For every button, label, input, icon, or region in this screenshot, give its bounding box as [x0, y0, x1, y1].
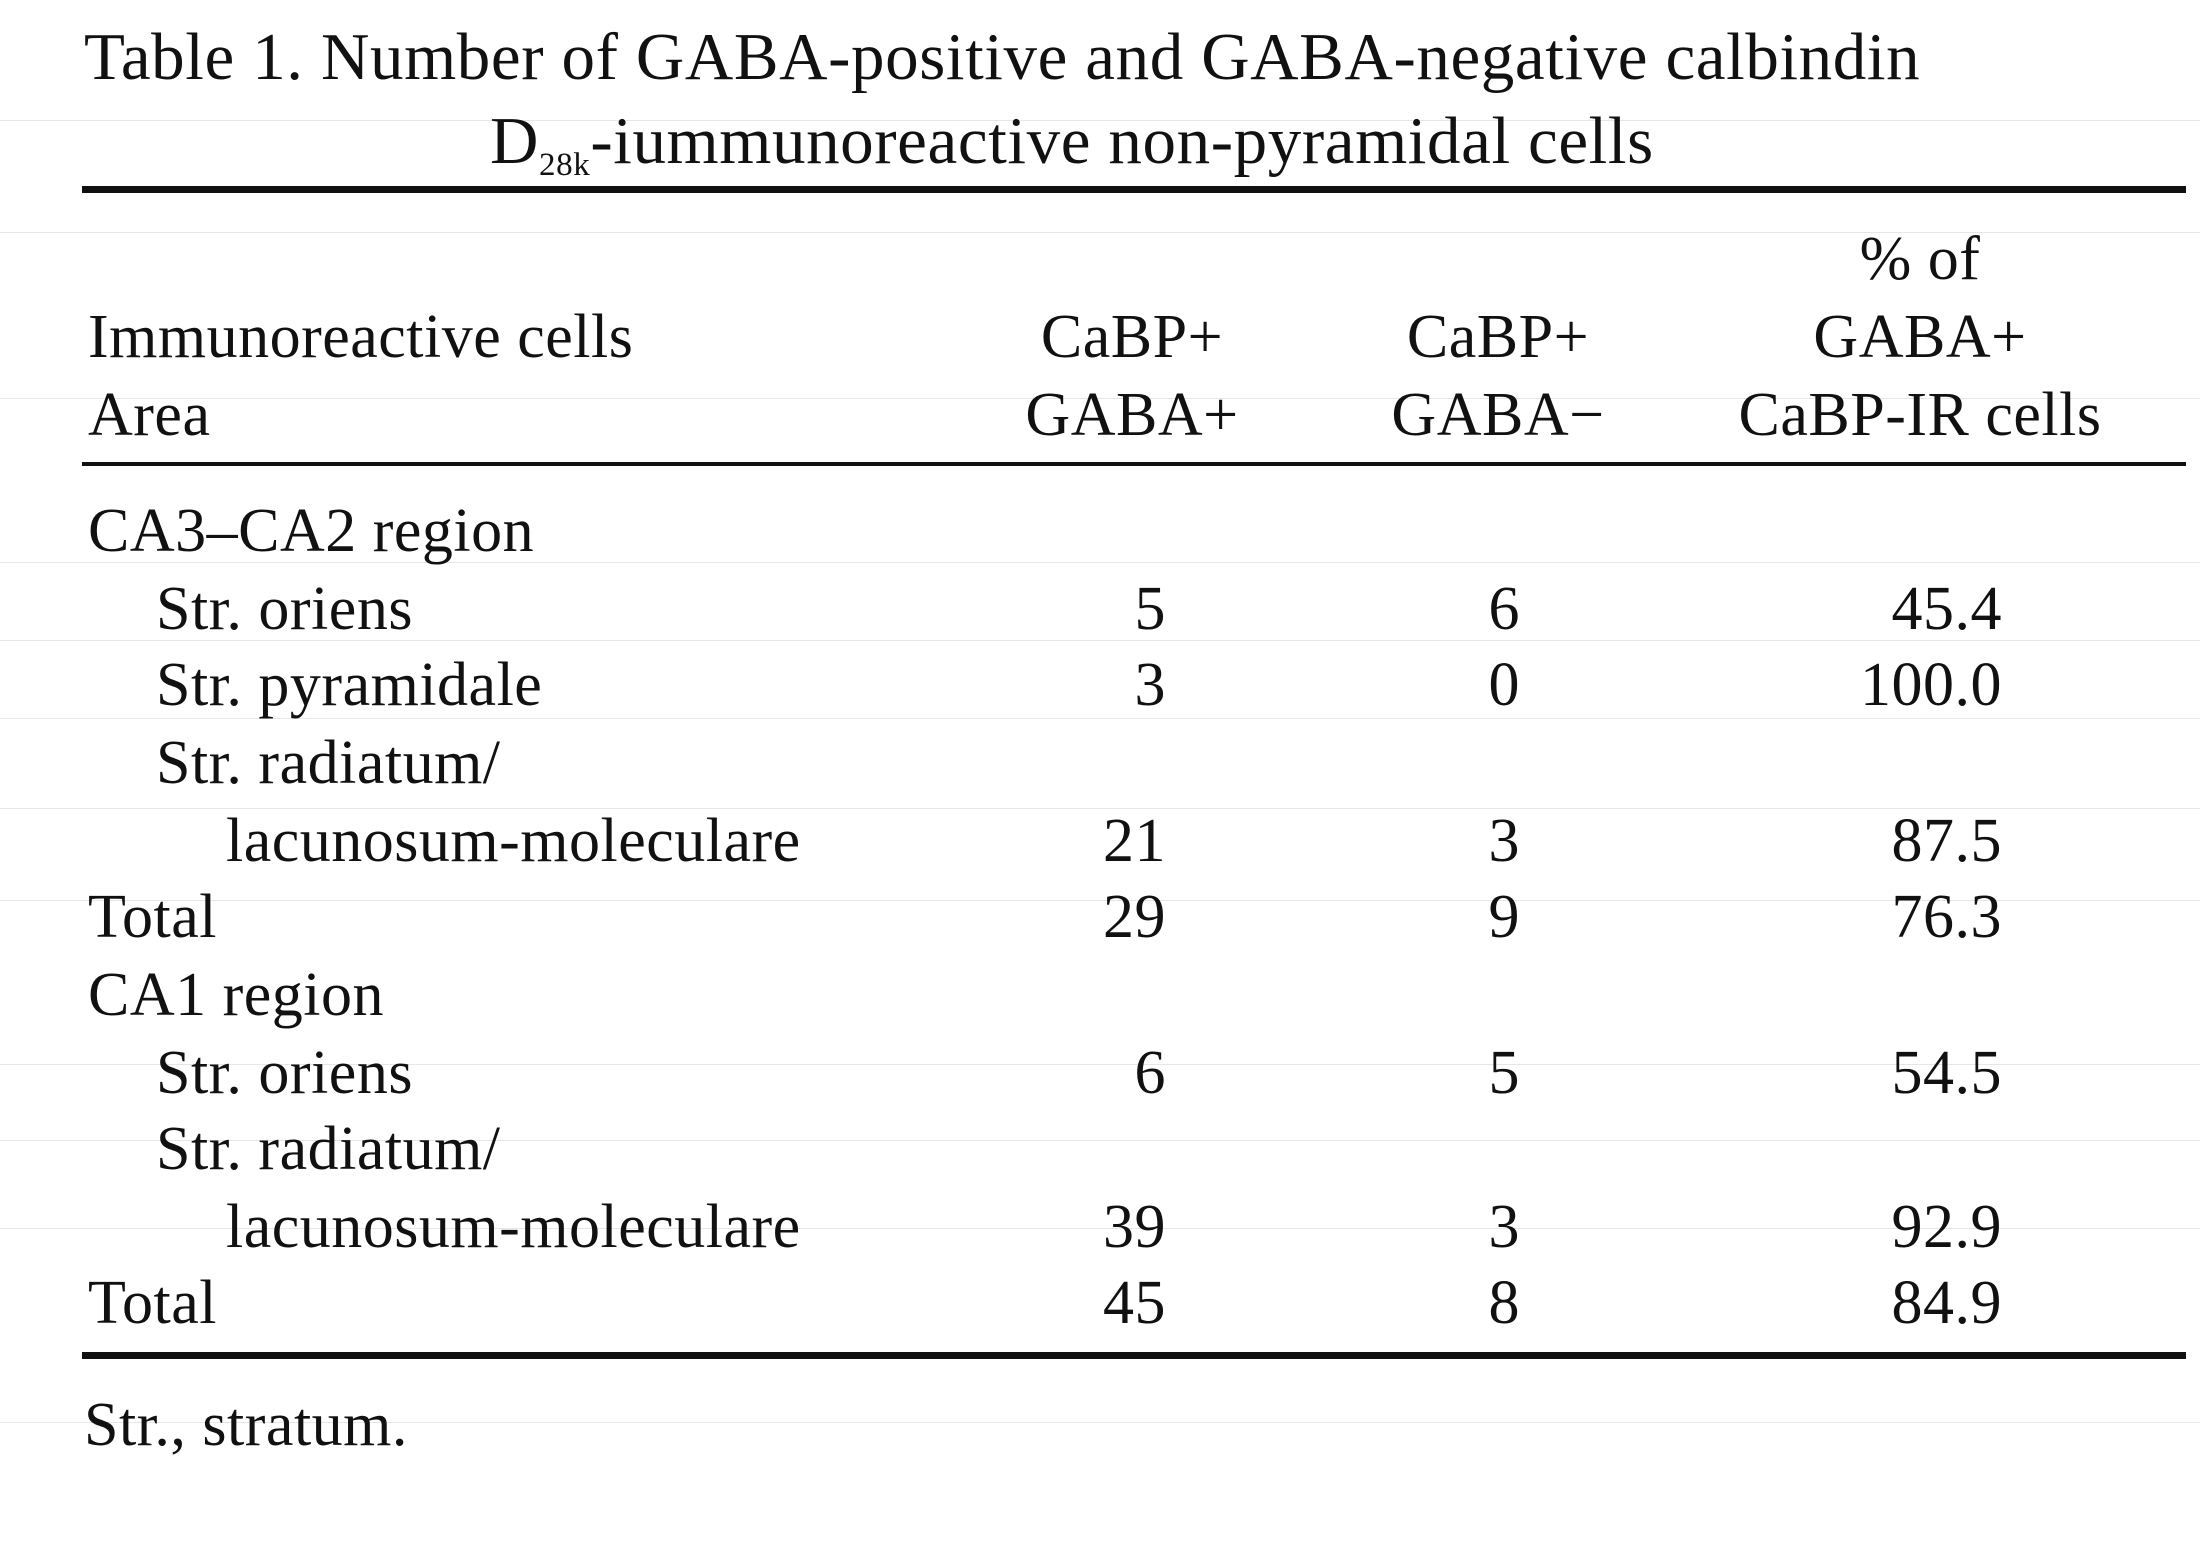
cell-percent: 92.9 [1891, 1193, 2002, 1261]
header-percent-of: % of [1859, 225, 1981, 293]
scan-line [0, 808, 2200, 809]
caption-d: D [490, 104, 539, 178]
top-rule [82, 186, 2186, 193]
cell-cabp-gaba-minus: 0 [1488, 651, 1520, 719]
row-label-str-oriens: Str. oriens [156, 575, 413, 643]
table-caption-line1: Table 1. Number of GABA-positive and GAB… [84, 20, 1921, 94]
row-label-str-oriens: Str. oriens [156, 1039, 413, 1107]
scan-line [0, 1064, 2200, 1065]
caption-suffix: -iummunoreactive non-pyramidal cells [590, 104, 1654, 178]
header-immunoreactive-cells: Immunoreactive cells [88, 303, 634, 371]
header-gaba-plus-2: GABA+ [1813, 303, 2027, 371]
cell-cabp-gaba-plus: 45 [1103, 1269, 1166, 1337]
row-label-str-radiatum: Str. radiatum/ [156, 729, 501, 797]
cell-cabp-gaba-plus: 5 [1134, 575, 1166, 643]
row-label-ca3-ca2-region: CA3–CA2 region [88, 497, 535, 565]
header-rule [82, 462, 2186, 466]
cell-cabp-gaba-minus: 8 [1488, 1269, 1520, 1337]
scan-line [0, 120, 2200, 121]
scan-line [0, 232, 2200, 233]
cell-percent: 54.5 [1891, 1039, 2002, 1107]
header-gaba-plus-1: GABA+ [1025, 381, 1239, 449]
scan-line [0, 1422, 2200, 1423]
cell-cabp-gaba-minus: 9 [1488, 883, 1520, 951]
header-area: Area [88, 381, 211, 449]
row-label-total: Total [88, 1269, 218, 1337]
cell-cabp-gaba-plus: 21 [1103, 807, 1166, 875]
cell-percent: 87.5 [1891, 807, 2002, 875]
cell-percent: 76.3 [1891, 883, 2002, 951]
header-cabp-plus-1: CaBP+ [1040, 303, 1224, 371]
cell-cabp-gaba-plus: 3 [1134, 651, 1166, 719]
scan-line [0, 562, 2200, 563]
row-label-total: Total [88, 883, 218, 951]
table-footnote: Str., stratum. [84, 1391, 408, 1459]
cell-percent: 45.4 [1891, 575, 2002, 643]
scan-line [0, 900, 2200, 901]
cell-cabp-gaba-plus: 29 [1103, 883, 1166, 951]
header-gaba-minus: GABA− [1391, 381, 1605, 449]
scan-line [0, 398, 2200, 399]
cell-percent: 100.0 [1860, 651, 2002, 719]
row-label-lacunosum-moleculare: lacunosum-moleculare [226, 1193, 801, 1261]
cell-cabp-gaba-plus: 6 [1134, 1039, 1166, 1107]
table-caption-line2: D28k-iummunoreactive non-pyramidal cells [490, 108, 2200, 182]
scan-line [0, 1140, 2200, 1141]
cell-percent: 84.9 [1891, 1269, 2002, 1337]
header-cabp-ir-cells: CaBP-IR cells [1738, 381, 2102, 449]
caption-subscript: 28k [539, 147, 591, 183]
scan-line [0, 640, 2200, 641]
cell-cabp-gaba-plus: 39 [1103, 1193, 1166, 1261]
header-cabp-plus-2: CaBP+ [1406, 303, 1590, 371]
scan-line [0, 718, 2200, 719]
cell-cabp-gaba-minus: 3 [1488, 807, 1520, 875]
bottom-rule [82, 1352, 2186, 1359]
cell-cabp-gaba-minus: 5 [1488, 1039, 1520, 1107]
row-label-lacunosum-moleculare: lacunosum-moleculare [226, 807, 801, 875]
row-label-ca1-region: CA1 region [88, 961, 385, 1029]
cell-cabp-gaba-minus: 3 [1488, 1193, 1520, 1261]
scan-line [0, 1228, 2200, 1229]
cell-cabp-gaba-minus: 6 [1488, 575, 1520, 643]
row-label-str-radiatum: Str. radiatum/ [156, 1115, 501, 1183]
row-label-str-pyramidale: Str. pyramidale [156, 651, 543, 719]
